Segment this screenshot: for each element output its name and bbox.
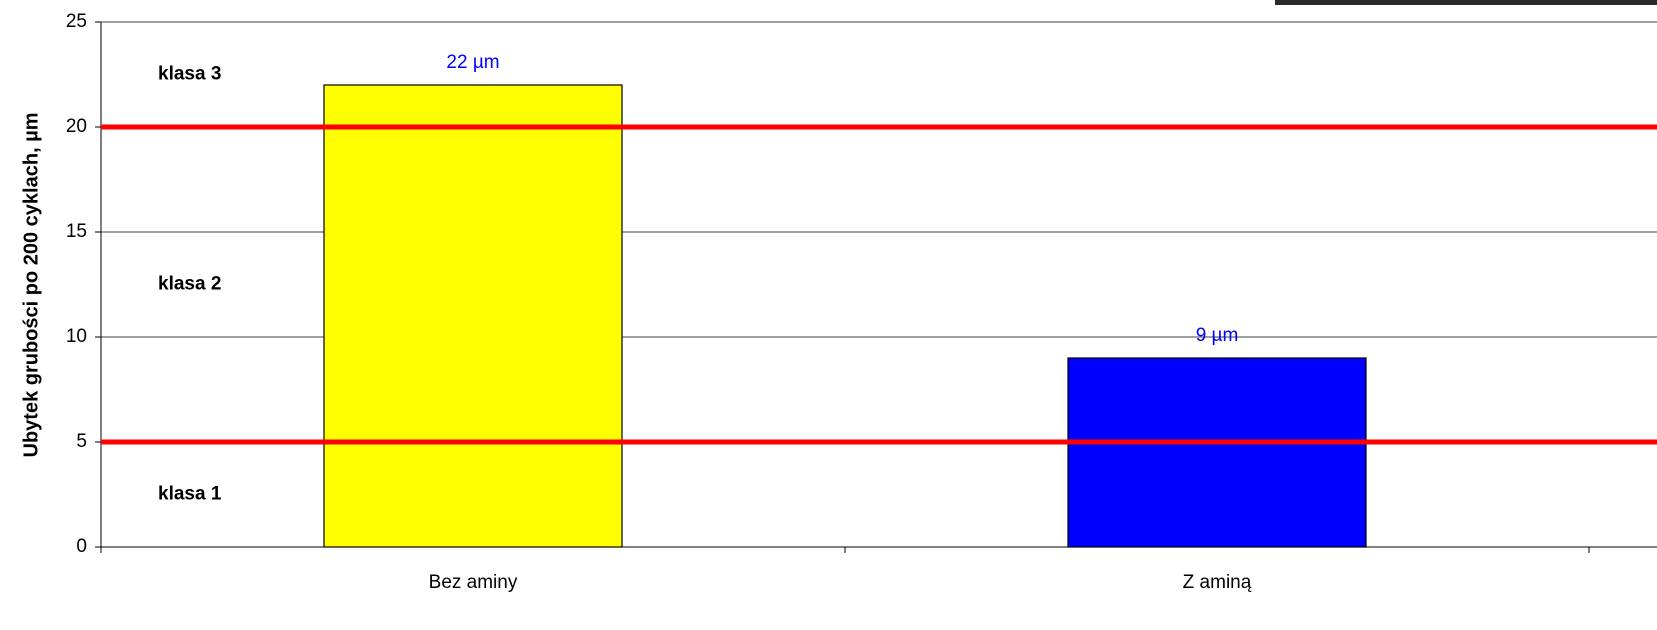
y-tick-label: 10 bbox=[66, 326, 87, 347]
decoration bbox=[1275, 0, 1657, 5]
value-label: 22 µm bbox=[446, 52, 499, 73]
y-tick-label: 0 bbox=[76, 536, 87, 557]
y-tick-label: 20 bbox=[66, 116, 87, 137]
zone-label: klasa 1 bbox=[158, 484, 222, 505]
y-axis-label: Ubytek grubości po 200 cyklach, µm bbox=[20, 113, 42, 458]
value-label: 9 µm bbox=[1196, 325, 1239, 346]
y-tick-label: 15 bbox=[66, 221, 87, 242]
bar bbox=[323, 84, 623, 548]
x-tick-label: Bez aminy bbox=[429, 572, 518, 593]
zone-label: klasa 3 bbox=[158, 64, 221, 85]
y-tick-label: 25 bbox=[66, 11, 87, 32]
bar bbox=[1067, 357, 1367, 548]
y-tick-label: 5 bbox=[76, 431, 87, 452]
x-tick-label: Z aminą bbox=[1183, 572, 1252, 593]
zone-label: klasa 2 bbox=[158, 274, 221, 295]
